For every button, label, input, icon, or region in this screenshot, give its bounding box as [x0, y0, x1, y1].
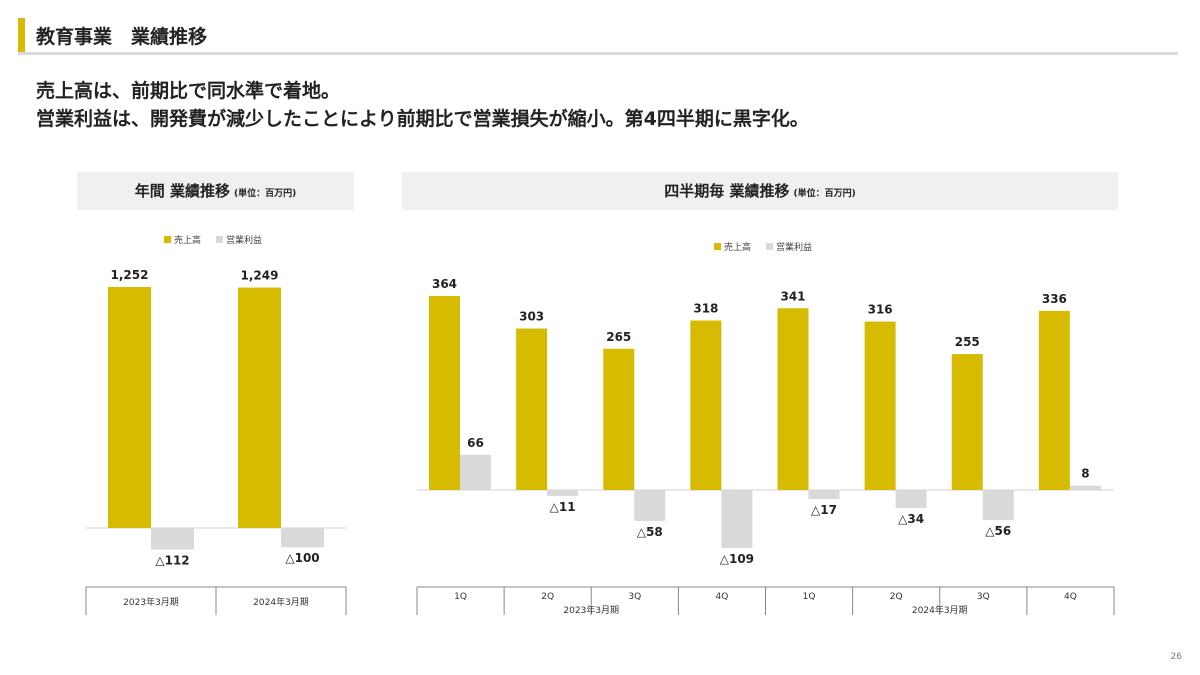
quarterly-profit-label: △109 — [720, 552, 754, 566]
quarterly-profit-bar — [1069, 485, 1101, 490]
annual-sales-label: 1,249 — [241, 269, 279, 283]
quarterly-profit-bar — [460, 454, 491, 490]
quarterly-sales-label: 364 — [432, 277, 457, 291]
quarterly-sales-label: 265 — [606, 330, 631, 344]
quarterly-category-label: 4Q — [716, 592, 729, 602]
quarterly-sales-label: 303 — [519, 310, 544, 324]
quarterly-sales-bar — [516, 328, 548, 490]
quarterly-group-label: 2024年3月期 — [912, 604, 968, 616]
quarterly-profit-bar — [895, 490, 927, 509]
quarterly-profit-label: △34 — [898, 512, 924, 526]
annual-legend-sales-label: 売上高 — [174, 234, 201, 246]
quarterly-sales-bar — [429, 296, 460, 490]
quarterly-profit-bar — [721, 490, 753, 549]
quarterly-sales-label: 341 — [780, 289, 805, 303]
quarterly-sales-bar — [1038, 310, 1070, 490]
annual-profit-label: △100 — [285, 551, 319, 565]
quarterly-profit-bar — [982, 490, 1014, 520]
quarterly-panel-title: 四半期毎 業績推移 — [664, 182, 790, 200]
title-bar: 教育事業 業績推移 — [18, 14, 1178, 55]
quarterly-legend-sales-label: 売上高 — [724, 241, 751, 253]
quarterly-category-label: 1Q — [454, 592, 467, 602]
annual-sales-bar — [108, 287, 151, 528]
quarterly-panel-header: 四半期毎 業績推移 (単位：百万円) — [402, 172, 1118, 210]
annual-sales-bar — [238, 287, 281, 528]
quarterly-panel-unit: (単位：百万円) — [793, 189, 856, 199]
annual-profit-bar — [151, 528, 194, 550]
annual-legend-sales-swatch — [164, 236, 171, 243]
annual-legend-profit-swatch — [216, 236, 223, 243]
annual-category-label: 2023年3月期 — [123, 596, 179, 608]
quarterly-profit-label: 8 — [1081, 467, 1089, 481]
quarterly-category-label: 1Q — [803, 592, 816, 602]
annual-legend-profit-label: 営業利益 — [226, 234, 262, 246]
page-number: 26 — [1170, 652, 1182, 662]
lead-line-1: 売上高は、前期比で同水準で着地。 — [36, 80, 341, 102]
quarterly-category-label: 2Q — [890, 592, 903, 602]
quarterly-sales-bar — [603, 348, 635, 490]
quarterly-category-label: 4Q — [1064, 592, 1077, 602]
quarterly-profit-label: △17 — [811, 503, 837, 517]
quarterly-sales-label: 316 — [868, 303, 893, 317]
quarterly-sales-bar — [864, 321, 896, 490]
title-accent-bar — [18, 18, 25, 52]
quarterly-sales-label: 336 — [1042, 292, 1067, 306]
annual-sales-label: 1,252 — [111, 268, 149, 282]
quarterly-category-label: 2Q — [541, 592, 554, 602]
annual-profit-label: △112 — [155, 554, 189, 568]
quarterly-legend-profit-label: 営業利益 — [776, 241, 812, 253]
quarterly-profit-label: △56 — [985, 524, 1011, 538]
quarterly-profit-label: 66 — [467, 436, 484, 450]
quarterly-sales-bar — [951, 354, 983, 490]
quarterly-category-label: 3Q — [628, 592, 641, 602]
annual-panel-header: 年間 業績推移 (単位：百万円) — [77, 172, 354, 210]
quarterly-sales-bar — [690, 320, 722, 490]
quarterly-sales-label: 318 — [693, 302, 718, 316]
annual-panel-title: 年間 業績推移 — [134, 182, 230, 200]
quarterly-profit-label: △11 — [550, 500, 576, 514]
quarterly-sales-label: 255 — [955, 335, 980, 349]
quarterly-legend-profit-swatch — [766, 243, 773, 250]
quarterly-profit-bar — [808, 490, 840, 500]
page-title: 教育事業 業績推移 — [36, 26, 208, 48]
quarterly-profit-label: △58 — [637, 525, 663, 539]
quarterly-category-label: 3Q — [977, 592, 990, 602]
quarterly-legend-sales-swatch — [714, 243, 721, 250]
quarterly-sales-bar — [777, 308, 809, 490]
annual-panel-unit: (単位：百万円) — [234, 189, 297, 199]
annual-profit-bar — [281, 528, 324, 548]
quarterly-profit-bar — [547, 490, 579, 496]
lead-line-2: 営業利益は、開発費が減少したことにより前期比で営業損失が縮小。第4四半期に黒字化… — [36, 108, 809, 130]
quarterly-profit-bar — [634, 490, 666, 521]
quarterly-group-label: 2023年3月期 — [563, 604, 619, 616]
annual-category-label: 2024年3月期 — [253, 596, 309, 608]
